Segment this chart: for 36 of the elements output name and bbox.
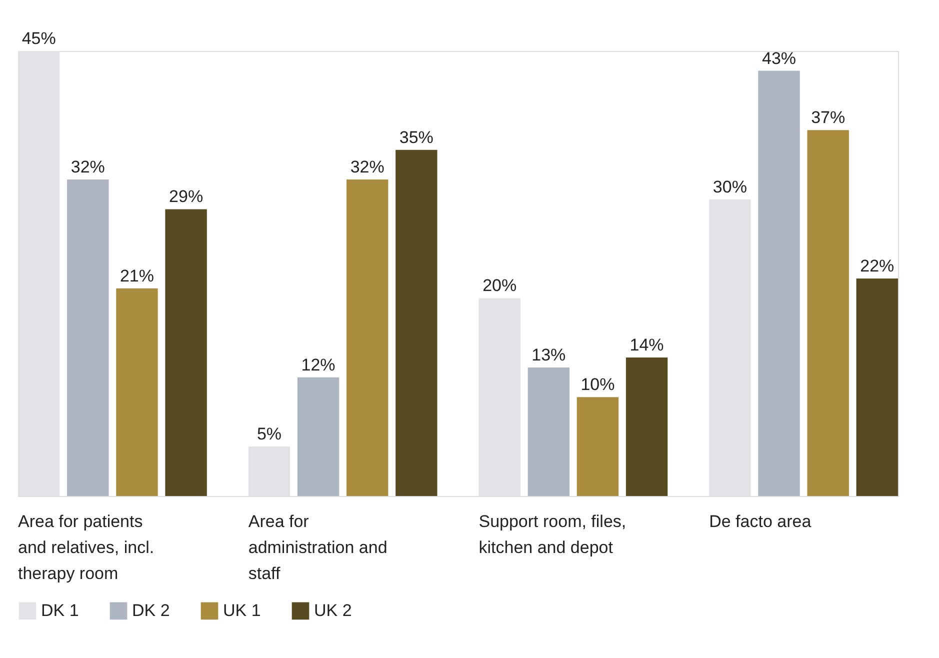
data-label: 14% [630,336,664,355]
x-tick-label: Area for administration and staff [248,512,388,583]
bar [165,209,207,496]
data-label: 10% [580,375,615,394]
bar [758,70,800,496]
bar [67,180,109,496]
data-label: 12% [301,355,336,374]
data-label: 32% [350,158,384,177]
x-tick-label: Area for patients and relatives, incl. therapy room [18,512,154,583]
bar [396,150,438,496]
bar [856,278,898,496]
data-label: 30% [712,177,747,196]
x-tick-label: De facto area [709,512,812,531]
data-label: 43% [762,48,796,68]
data-label: 35% [399,128,434,147]
legend-label: DK 1 [41,600,79,620]
bar [626,358,668,496]
data-label: 22% [860,256,894,276]
data-label: 37% [811,108,846,128]
bar [528,367,570,496]
bar [576,397,619,496]
bar [116,288,158,496]
bar [807,130,849,496]
data-label: 20% [482,276,517,296]
data-label: 45% [22,29,56,48]
legend-label: UK 2 [314,600,352,620]
legend-label: UK 1 [223,600,261,620]
x-tick-label: Support room, files, kitchen and depot [478,512,626,557]
legend-label: DK 2 [132,600,170,620]
data-label: 32% [70,158,105,177]
data-label: 29% [169,187,204,206]
data-label: 5% [256,424,282,444]
bar [297,377,340,496]
data-label: 13% [532,345,566,364]
data-label: 21% [120,266,154,286]
bar [346,180,388,496]
